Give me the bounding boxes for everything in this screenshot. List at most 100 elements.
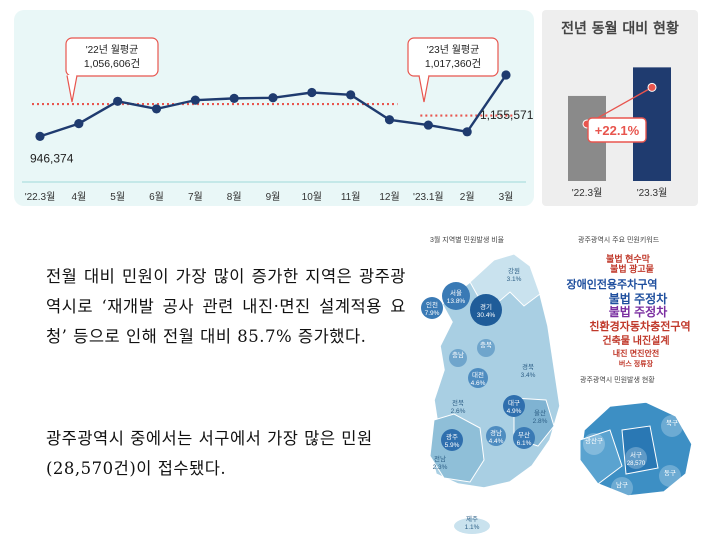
data-point bbox=[346, 90, 356, 100]
region-value: 1.1% bbox=[465, 524, 480, 531]
yoy-change-label: +22.1% bbox=[595, 123, 640, 138]
region-value: 5.9% bbox=[445, 442, 460, 449]
paragraph-2: 광주광역시 중에서는 서구에서 가장 많은 민원(28,570건)이 접수됐다. bbox=[46, 429, 373, 478]
region-경남: 경남4.4% bbox=[486, 426, 506, 446]
keyword-item-highlight: 불법 주정차 bbox=[609, 304, 668, 319]
map-title-left: 3월 지역별 민원발생 비율 bbox=[430, 235, 505, 244]
region-name: 충남 bbox=[452, 350, 464, 359]
region-marker bbox=[421, 297, 443, 319]
region-name: 대전 bbox=[472, 370, 484, 379]
region-marker bbox=[449, 349, 467, 367]
data-point bbox=[190, 95, 200, 105]
region-name: 경북 bbox=[522, 362, 534, 371]
region-value: 2.6% bbox=[451, 408, 466, 415]
region-value: 13.8% bbox=[447, 298, 466, 305]
data-point bbox=[307, 87, 317, 98]
district-marker bbox=[611, 477, 633, 499]
district-name: 서구 bbox=[630, 450, 642, 459]
region-value: 2.3% bbox=[433, 464, 448, 471]
region-name: 경기 bbox=[480, 302, 492, 311]
data-point bbox=[229, 93, 239, 103]
keyword-item: 건축물 내진설계 bbox=[602, 334, 669, 347]
x-tick-label: 3월 bbox=[499, 191, 514, 203]
district-name: 북구 bbox=[666, 419, 678, 427]
region-value: 6.1% bbox=[517, 440, 532, 447]
data-point bbox=[113, 96, 123, 106]
keyword-item: 불법 주정차 bbox=[609, 291, 668, 306]
data-point bbox=[462, 127, 472, 137]
region-value: 30.4% bbox=[477, 312, 496, 319]
map-title-district: 광주광역시 민원발생 현황 bbox=[580, 375, 655, 384]
region-강원: 강원3.1% bbox=[507, 266, 522, 283]
district-seo-shape bbox=[621, 425, 659, 475]
region-name: 대구 bbox=[508, 399, 520, 407]
x-tick-label: 11월 bbox=[341, 191, 361, 203]
yoy-bar-chart: '22.3월 '23.3월 +22.1% bbox=[568, 67, 671, 199]
avg-2022-callout-pointer bbox=[66, 75, 78, 103]
x-tick-label: 8월 bbox=[227, 191, 242, 203]
yoy-comparison-panel: 전년 동월 대비 현황 '22.3월 '23.3월 +22.1% bbox=[542, 10, 698, 206]
avg-2022-callout-box bbox=[65, 37, 159, 77]
district-gwangsan-shape bbox=[579, 429, 623, 485]
district-name: 동구 bbox=[664, 469, 676, 477]
region-value: 2.8% bbox=[533, 418, 548, 425]
region-value: 4.4% bbox=[489, 438, 504, 445]
district-광산구: 광산구 bbox=[583, 433, 605, 455]
region-제주: 제주1.1% bbox=[465, 515, 480, 531]
yoy-bar-label: '22.3월 bbox=[572, 187, 603, 199]
avg-2023-callout-label: '23년 월평균 bbox=[427, 44, 480, 56]
paragraph-1: 전월 대비 민원이 가장 많이 증가한 지역은 광주광역시로 ‘재개발 공사 관… bbox=[46, 267, 406, 346]
region-marker bbox=[468, 368, 488, 388]
keyword-item: 버스 정류장 bbox=[619, 359, 654, 368]
region-name: 제주 bbox=[466, 515, 478, 523]
map-title-keywords: 광주광역시 주요 민원키워드 bbox=[578, 235, 660, 244]
series-line bbox=[39, 74, 507, 138]
district-value: 28,570 bbox=[627, 461, 646, 467]
region-marker bbox=[477, 339, 495, 357]
x-tick-label: 9월 bbox=[266, 191, 281, 203]
district-name: 남구 bbox=[616, 480, 628, 489]
monthly-trend-chart-panel: '22년 월평균 1,056,606건 '23년 월평균 1,017,360건 946,… bbox=[14, 10, 534, 206]
avg-2023-callout-pointer bbox=[418, 75, 430, 103]
region-대구: 대구4.9% bbox=[503, 395, 525, 417]
region-광주: 광주5.9% bbox=[441, 429, 463, 451]
x-tick-label: 6월 bbox=[149, 191, 164, 203]
region-울산: 울산2.8% bbox=[533, 408, 548, 425]
x-tick-label: 12월 bbox=[379, 191, 399, 203]
region-전북: 전북2.6% bbox=[451, 398, 466, 415]
avg-2022-callout-value: 1,056,606건 bbox=[84, 58, 140, 70]
region-value: 3.4% bbox=[521, 372, 536, 379]
region-value: 7.9% bbox=[425, 310, 440, 317]
region-name: 경남 bbox=[490, 428, 502, 437]
district-marker bbox=[583, 433, 605, 455]
district-marker bbox=[659, 465, 681, 487]
region-name: 부산 bbox=[518, 430, 530, 439]
region-marker bbox=[486, 426, 506, 446]
data-point bbox=[423, 120, 433, 130]
avg-2023-callout: '23년 월평균 1,017,360건 bbox=[407, 37, 499, 103]
x-tick-label: 4월 bbox=[71, 191, 86, 203]
region-marker bbox=[470, 294, 502, 326]
region-전남: 전남2.3% bbox=[433, 454, 448, 471]
data-point bbox=[268, 93, 278, 103]
yoy-title: 전년 동월 대비 현황 bbox=[561, 21, 679, 37]
district-name: 광산구 bbox=[585, 436, 603, 445]
data-point bbox=[35, 131, 45, 141]
keyword-item: 내진 면진안전 bbox=[613, 348, 659, 358]
region-경북: 경북3.4% bbox=[521, 362, 536, 379]
region-name: 전남 bbox=[434, 454, 446, 463]
yoy-point bbox=[647, 82, 657, 92]
keyword-item: 친환경자동차충전구역 bbox=[589, 319, 690, 333]
region-대전: 대전4.6% bbox=[468, 368, 488, 388]
region-marker bbox=[513, 427, 535, 449]
region-marker bbox=[442, 282, 470, 310]
x-tick-label: 10월 bbox=[302, 191, 322, 203]
region-name: 서울 bbox=[450, 288, 462, 297]
data-point bbox=[501, 70, 511, 80]
yoy-bar-label: '23.3월 bbox=[637, 187, 668, 199]
x-tick-label: 5월 bbox=[110, 191, 125, 203]
data-point bbox=[74, 119, 84, 129]
